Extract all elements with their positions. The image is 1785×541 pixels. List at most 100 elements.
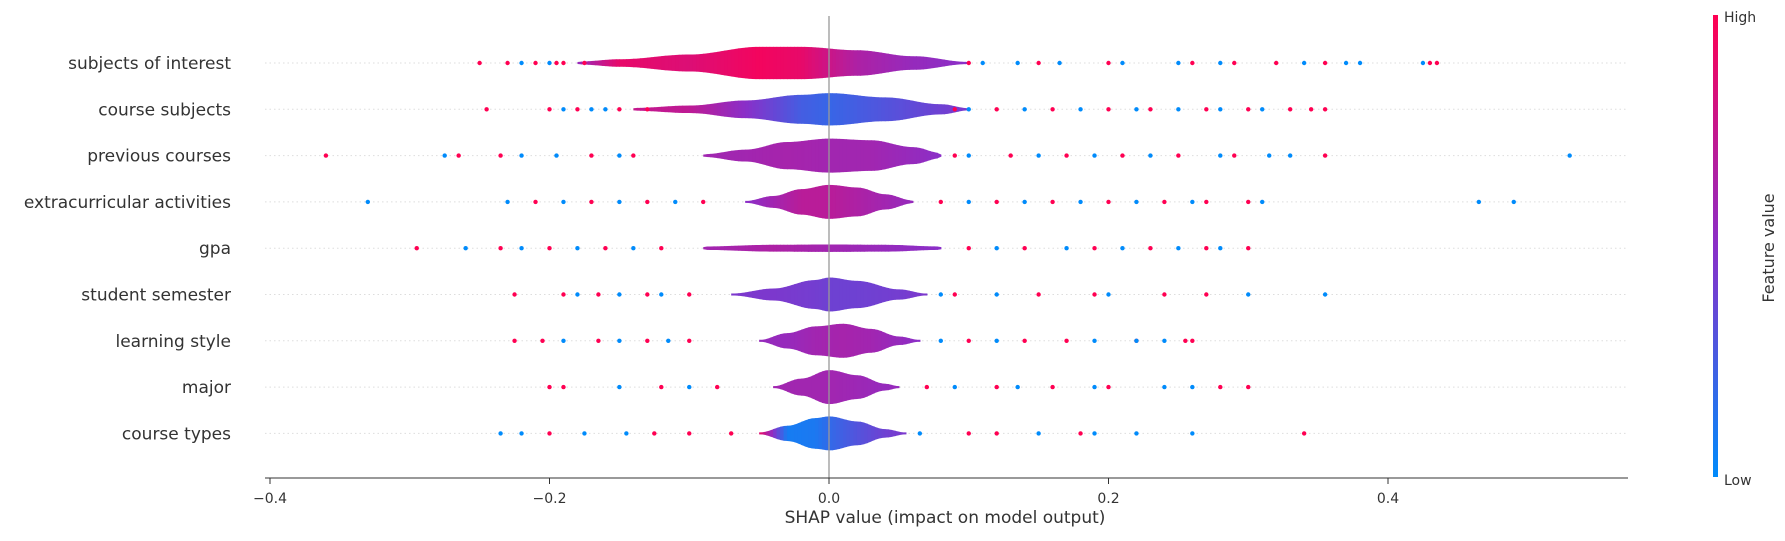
violin-segment [769,143,774,168]
outlier-point-low [631,246,636,251]
violin-segment [706,246,711,250]
violin-segment [860,375,865,399]
outlier-point-high [1106,60,1111,66]
violin-segment [902,98,907,120]
violin-segment [930,246,935,251]
violin-segment [766,244,771,252]
violin-segment [671,105,676,113]
violin-segment [759,197,764,207]
outlier-point-low [659,292,664,297]
violin-segment [884,194,889,210]
violin-segment [891,430,896,437]
violin-segment [867,423,872,443]
feature-label: major [182,378,231,398]
violin-segment [790,284,795,305]
violin-segment [822,244,827,252]
violin-segment [856,280,862,309]
outlier-point-low [1246,292,1251,297]
feature-row: student semester [81,277,1628,312]
violin-segment [874,192,879,212]
violin-segment [891,97,896,121]
violin-segment [745,149,750,162]
violin-segment [849,187,855,217]
violin-segment [626,59,631,67]
violin-segment [780,426,785,441]
violin-segment [874,244,879,252]
outlier-point-low [1476,199,1482,205]
colorbar-low-label: Low [1724,473,1752,489]
violin-segment [898,145,903,166]
outlier-point-high [1162,292,1167,297]
violin-segment [713,246,718,251]
violin-segment [835,370,841,404]
outlier-point-low [1057,60,1062,66]
violin-segment [916,101,921,118]
violin-segment [815,139,820,173]
violin-segment [926,57,931,69]
outlier-point-high [1092,292,1097,297]
violin-segment [835,185,841,219]
violin-segment [808,139,813,172]
violin-segment [853,421,858,446]
violin-segment [748,47,753,79]
violin-segment [752,99,757,119]
outlier-point-low [1567,153,1572,158]
x-axis-ticks: −0.4 −0.2 0.0 0.2 0.4 [253,478,1399,507]
outlier-point-low [1218,60,1223,66]
violin-segment [846,94,851,125]
violin-segment [853,375,858,400]
violin-segment [780,96,785,123]
violin-segment [937,152,942,159]
violin-segment [909,338,914,344]
violin-segment [699,104,704,114]
outlier-point-high [547,246,552,251]
violin-segment [790,332,795,350]
outlier-point-high [1148,246,1153,251]
violin-segment [839,49,844,77]
violin-segment [884,332,889,349]
violin-segment [811,94,816,125]
violin-segment [731,245,736,251]
violin-segment [842,323,848,358]
violin-segment [776,385,781,390]
violin-segment [787,141,792,170]
outlier-point-high [966,246,971,251]
outlier-point-high [659,246,664,251]
outlier-point-low [994,292,999,297]
outlier-point-low [365,199,371,205]
violin-segment [797,94,802,124]
violin-segment [787,191,792,213]
violin-segment [790,424,795,443]
violin-segment [727,150,732,161]
violin-segment [891,288,896,301]
violin-segment [682,105,687,114]
violin-segment [717,51,722,75]
violin-segment [811,418,816,449]
violin-segment [762,98,767,120]
violin-segment [829,138,834,173]
violin-segment [783,333,788,349]
feature-label: extracurricular activities [24,193,231,213]
violin-segment [710,52,715,74]
violin-segment [937,58,942,68]
outlier-point-high [1022,338,1027,343]
outlier-point-low [980,60,985,66]
violin-segment [787,244,792,252]
violin-segment [846,373,851,401]
violin-segment [804,244,809,252]
violin-segment [766,337,771,344]
violin-segment [818,47,823,79]
outlier-point-high [456,153,461,158]
violin-segment [692,54,697,72]
violin-segment [755,198,760,206]
outlier-point-low [1511,199,1516,205]
colorbar-high-label: High [1724,10,1756,26]
outlier-point-high [512,338,517,343]
violin-segment [874,426,879,441]
violin-segment [762,431,767,436]
violin-segment [870,51,876,75]
outlier-point-low [1162,338,1167,343]
violin-segment [738,245,743,251]
violin-segment [881,193,886,210]
